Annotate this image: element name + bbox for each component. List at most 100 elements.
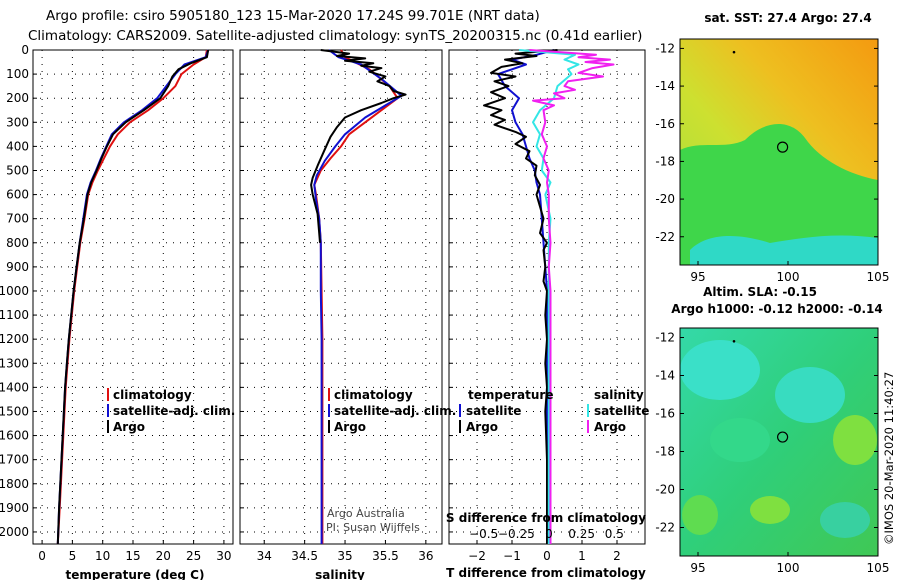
depth-tick-label: 900: [6, 260, 29, 274]
legend-satellite-adj: satellite-adj. clim.: [113, 404, 235, 418]
depth-tick-label: 300: [6, 115, 29, 129]
lat-tick-label: -22: [655, 230, 675, 244]
x-tick-label: 0: [543, 549, 551, 563]
series-argo-line: [310, 49, 407, 243]
legend-salinity-title: salinity: [594, 388, 644, 402]
legend-s-argo: Argo: [594, 420, 626, 434]
x-tick-label: −1: [503, 549, 521, 563]
sst-green-region: [680, 123, 878, 266]
t-difference-xlabel: T difference from climatology: [446, 566, 646, 580]
temperature-grid: [33, 49, 233, 544]
depth-tick-label: 0: [21, 43, 29, 57]
sla-map-ticks: -12 -14 -16 -18 -20 -22 95 100 105: [655, 331, 889, 576]
depth-tick-label: 1200: [0, 332, 29, 346]
x-tick-label: 2: [613, 549, 621, 563]
lon-tick-label: 105: [867, 561, 890, 575]
x-tick-label: 36: [418, 549, 433, 563]
salinity-xlabel: salinity: [315, 568, 365, 580]
depth-tick-label: 1900: [0, 501, 29, 515]
legend-s-satellite: satellite: [594, 404, 649, 418]
series-argo-s-line: [529, 49, 615, 544]
lon-tick-label: 100: [777, 270, 800, 284]
x-tick-label: 10: [95, 549, 110, 563]
salinity-tick-labels: 34 34.5 35 35.5 36: [257, 540, 433, 563]
sst-map-frame: [679, 38, 879, 266]
s-tick-label: −0.5: [469, 527, 498, 541]
lat-tick-label: -18: [655, 154, 675, 168]
temperature-xlabel: temperature (deg C): [66, 568, 205, 580]
x-tick-label: 5: [69, 549, 77, 563]
sla-lightgreen-blob: [833, 415, 877, 465]
depth-tick-label: 400: [6, 139, 29, 153]
sla-map-frame: [679, 327, 879, 557]
credit-line-1: Argo Australia: [327, 507, 405, 520]
depth-tick-labels: 0 100 200 300 400 500 600 700 800 900 1000 1100 1200…: [0, 43, 29, 539]
imos-timestamp: ©IMOS 20-Mar-2020 11:40:27: [882, 372, 896, 545]
difference-panel: −2 −1 0 1 2 −0.5 −0.25 0 0.25 0.5 T difference f…: [446, 49, 649, 580]
x-tick-label: 30: [216, 549, 231, 563]
series-satellite-s-line: [518, 49, 580, 544]
sla-green-blob: [710, 418, 770, 462]
x-tick-label: 1: [578, 549, 586, 563]
sst-map-title: sat. SST: 27.4 Argo: 27.4: [704, 11, 871, 25]
sla-cyan-blob: [775, 367, 845, 423]
lat-tick-label: -12: [655, 331, 675, 345]
x-tick-label: −2: [468, 549, 486, 563]
sla-green-blob: [682, 495, 718, 535]
sst-map-ticks: -12 -14 -16 -18 -20 -22 95 100 105: [655, 41, 889, 284]
lat-tick-label: -12: [655, 41, 675, 55]
x-tick-label: 25: [186, 549, 201, 563]
header-line-1: Argo profile: csiro 5905180_123 15-Mar-2…: [46, 8, 540, 24]
lat-tick-label: -16: [655, 407, 675, 421]
temperature-panel: 0100200300400500600700800900100011001200…: [0, 43, 235, 580]
difference-series: [483, 49, 615, 544]
sla-cyan-blob: [680, 340, 760, 400]
sla-map: Altim. SLA: -0.15 Argo h1000: -0.12 h200…: [655, 285, 889, 575]
legend-climatology: climatology: [334, 388, 413, 402]
depth-tick-label: 1500: [0, 404, 29, 418]
t-difference-tick-labels: −2 −1 0 1 2: [468, 540, 621, 563]
depth-tick-label: 1700: [0, 453, 29, 467]
s-difference-tick-labels: −0.5 −0.25 0 0.25 0.5: [469, 527, 624, 541]
x-tick-label: 34: [257, 549, 272, 563]
salinity-series: [310, 49, 407, 544]
lat-tick-label: -16: [655, 117, 675, 131]
series-argo-line: [56, 49, 210, 545]
legend-argo: Argo: [113, 420, 145, 434]
salinity-legend: climatology satellite-adj. clim. Argo: [328, 388, 456, 434]
header-line-2: Climatology: CARS2009. Satellite-adjuste…: [28, 28, 642, 44]
legend-argo: Argo: [334, 420, 366, 434]
salinity-axes-frame: [239, 49, 443, 545]
legend-climatology: climatology: [113, 388, 192, 402]
s-tick-label: 0: [545, 527, 553, 541]
depth-tick-label: 1800: [0, 477, 29, 491]
x-tick-label: 35.5: [372, 549, 399, 563]
legend-satellite-adj: satellite-adj. clim.: [334, 404, 456, 418]
lat-tick-label: -20: [655, 483, 675, 497]
salinity-grid: [240, 49, 442, 544]
lon-tick-label: 100: [777, 561, 800, 575]
series-climatology-line: [56, 49, 208, 545]
island-marker: [732, 50, 736, 54]
depth-tick-label: 600: [6, 188, 29, 202]
salinity-panel: 34 34.5 35 35.5 36 salinity climatology sate…: [239, 49, 456, 580]
s-difference-xlabel: S difference from climatology: [446, 511, 646, 525]
depth-tick-label: 700: [6, 212, 29, 226]
depth-tick-label: 2000: [0, 525, 29, 539]
x-tick-label: 20: [156, 549, 171, 563]
sla-lightgreen-blob: [750, 496, 790, 524]
lon-tick-label: 95: [690, 561, 705, 575]
x-tick-label: 35: [337, 549, 352, 563]
lat-tick-label: -22: [655, 521, 675, 535]
legend-t-satellite: satellite: [466, 404, 521, 418]
difference-legend: temperature satellite Argo salinity sate…: [459, 388, 649, 434]
sst-cyan-region: [690, 235, 878, 265]
sla-cyan-blob: [820, 502, 870, 538]
depth-tick-label: 1400: [0, 380, 29, 394]
x-tick-label: 0: [38, 549, 46, 563]
legend-t-argo: Argo: [466, 420, 498, 434]
depth-tick-label: 1300: [0, 356, 29, 370]
argo-location-marker: [776, 431, 789, 443]
x-tick-label: 15: [125, 549, 140, 563]
